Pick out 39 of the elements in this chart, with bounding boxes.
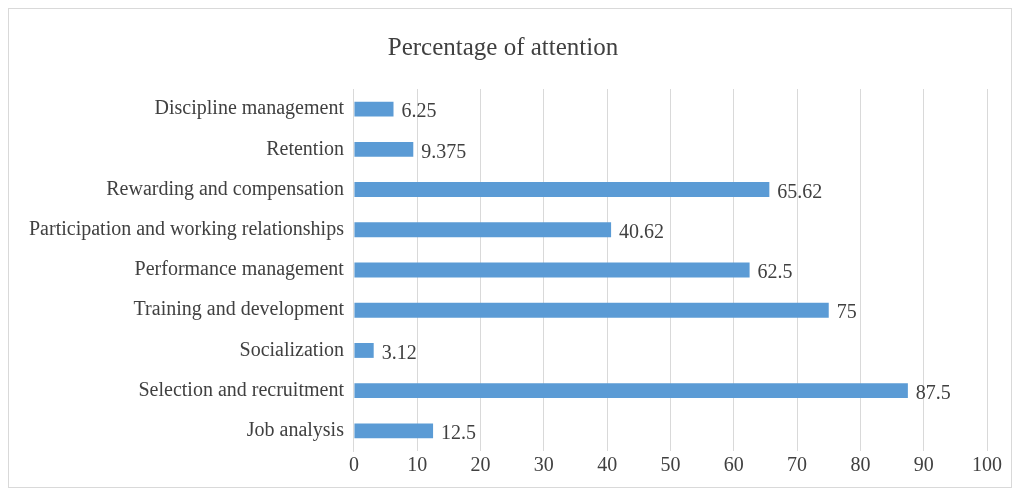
bar	[354, 262, 750, 278]
x-tick-label: 70	[787, 453, 808, 476]
x-tick-label: 40	[597, 453, 618, 476]
x-tick-label: 100	[972, 453, 1002, 476]
y-tick-label: Training and development	[133, 297, 345, 321]
bar	[354, 343, 374, 358]
x-tick-label: 0	[348, 453, 359, 476]
x-tick-label: 10	[407, 453, 428, 476]
data-label: 3.12	[381, 340, 417, 363]
data-label: 9.375	[421, 139, 467, 162]
data-label: 40.62	[619, 220, 665, 243]
bar	[354, 302, 829, 318]
data-label: 87.5	[915, 380, 951, 403]
data-label: 62.5	[757, 260, 793, 283]
bar	[354, 222, 612, 238]
x-tick-label: 50	[660, 453, 681, 476]
data-label: 6.25	[401, 99, 437, 122]
bar	[354, 101, 394, 117]
x-tick-label: 90	[913, 453, 934, 476]
bar	[354, 383, 908, 399]
y-tick-label: Socialization	[239, 337, 344, 360]
y-tick-label: Participation and working relationships	[28, 217, 345, 241]
y-tick-label: Job analysis	[246, 418, 345, 442]
y-tick-label: Retention	[266, 136, 344, 159]
chart-title: Percentage of attention	[387, 32, 619, 60]
y-tick-label: Performance management	[134, 257, 345, 281]
bar	[354, 423, 434, 439]
x-tick-label: 60	[723, 453, 744, 476]
bar	[354, 141, 414, 157]
data-label: 12.5	[441, 421, 477, 444]
data-label: 75	[836, 300, 857, 323]
x-tick-label: 20	[470, 453, 491, 476]
y-tick-label: Rewarding and compensation	[106, 176, 344, 200]
y-tick-label: Selection and recruitment	[138, 377, 345, 400]
bar	[354, 182, 770, 197]
y-tick-label: Discipline management	[154, 96, 345, 120]
x-tick-label: 80	[850, 453, 871, 476]
x-tick-label: 30	[533, 453, 554, 476]
data-label: 65.62	[777, 179, 823, 202]
